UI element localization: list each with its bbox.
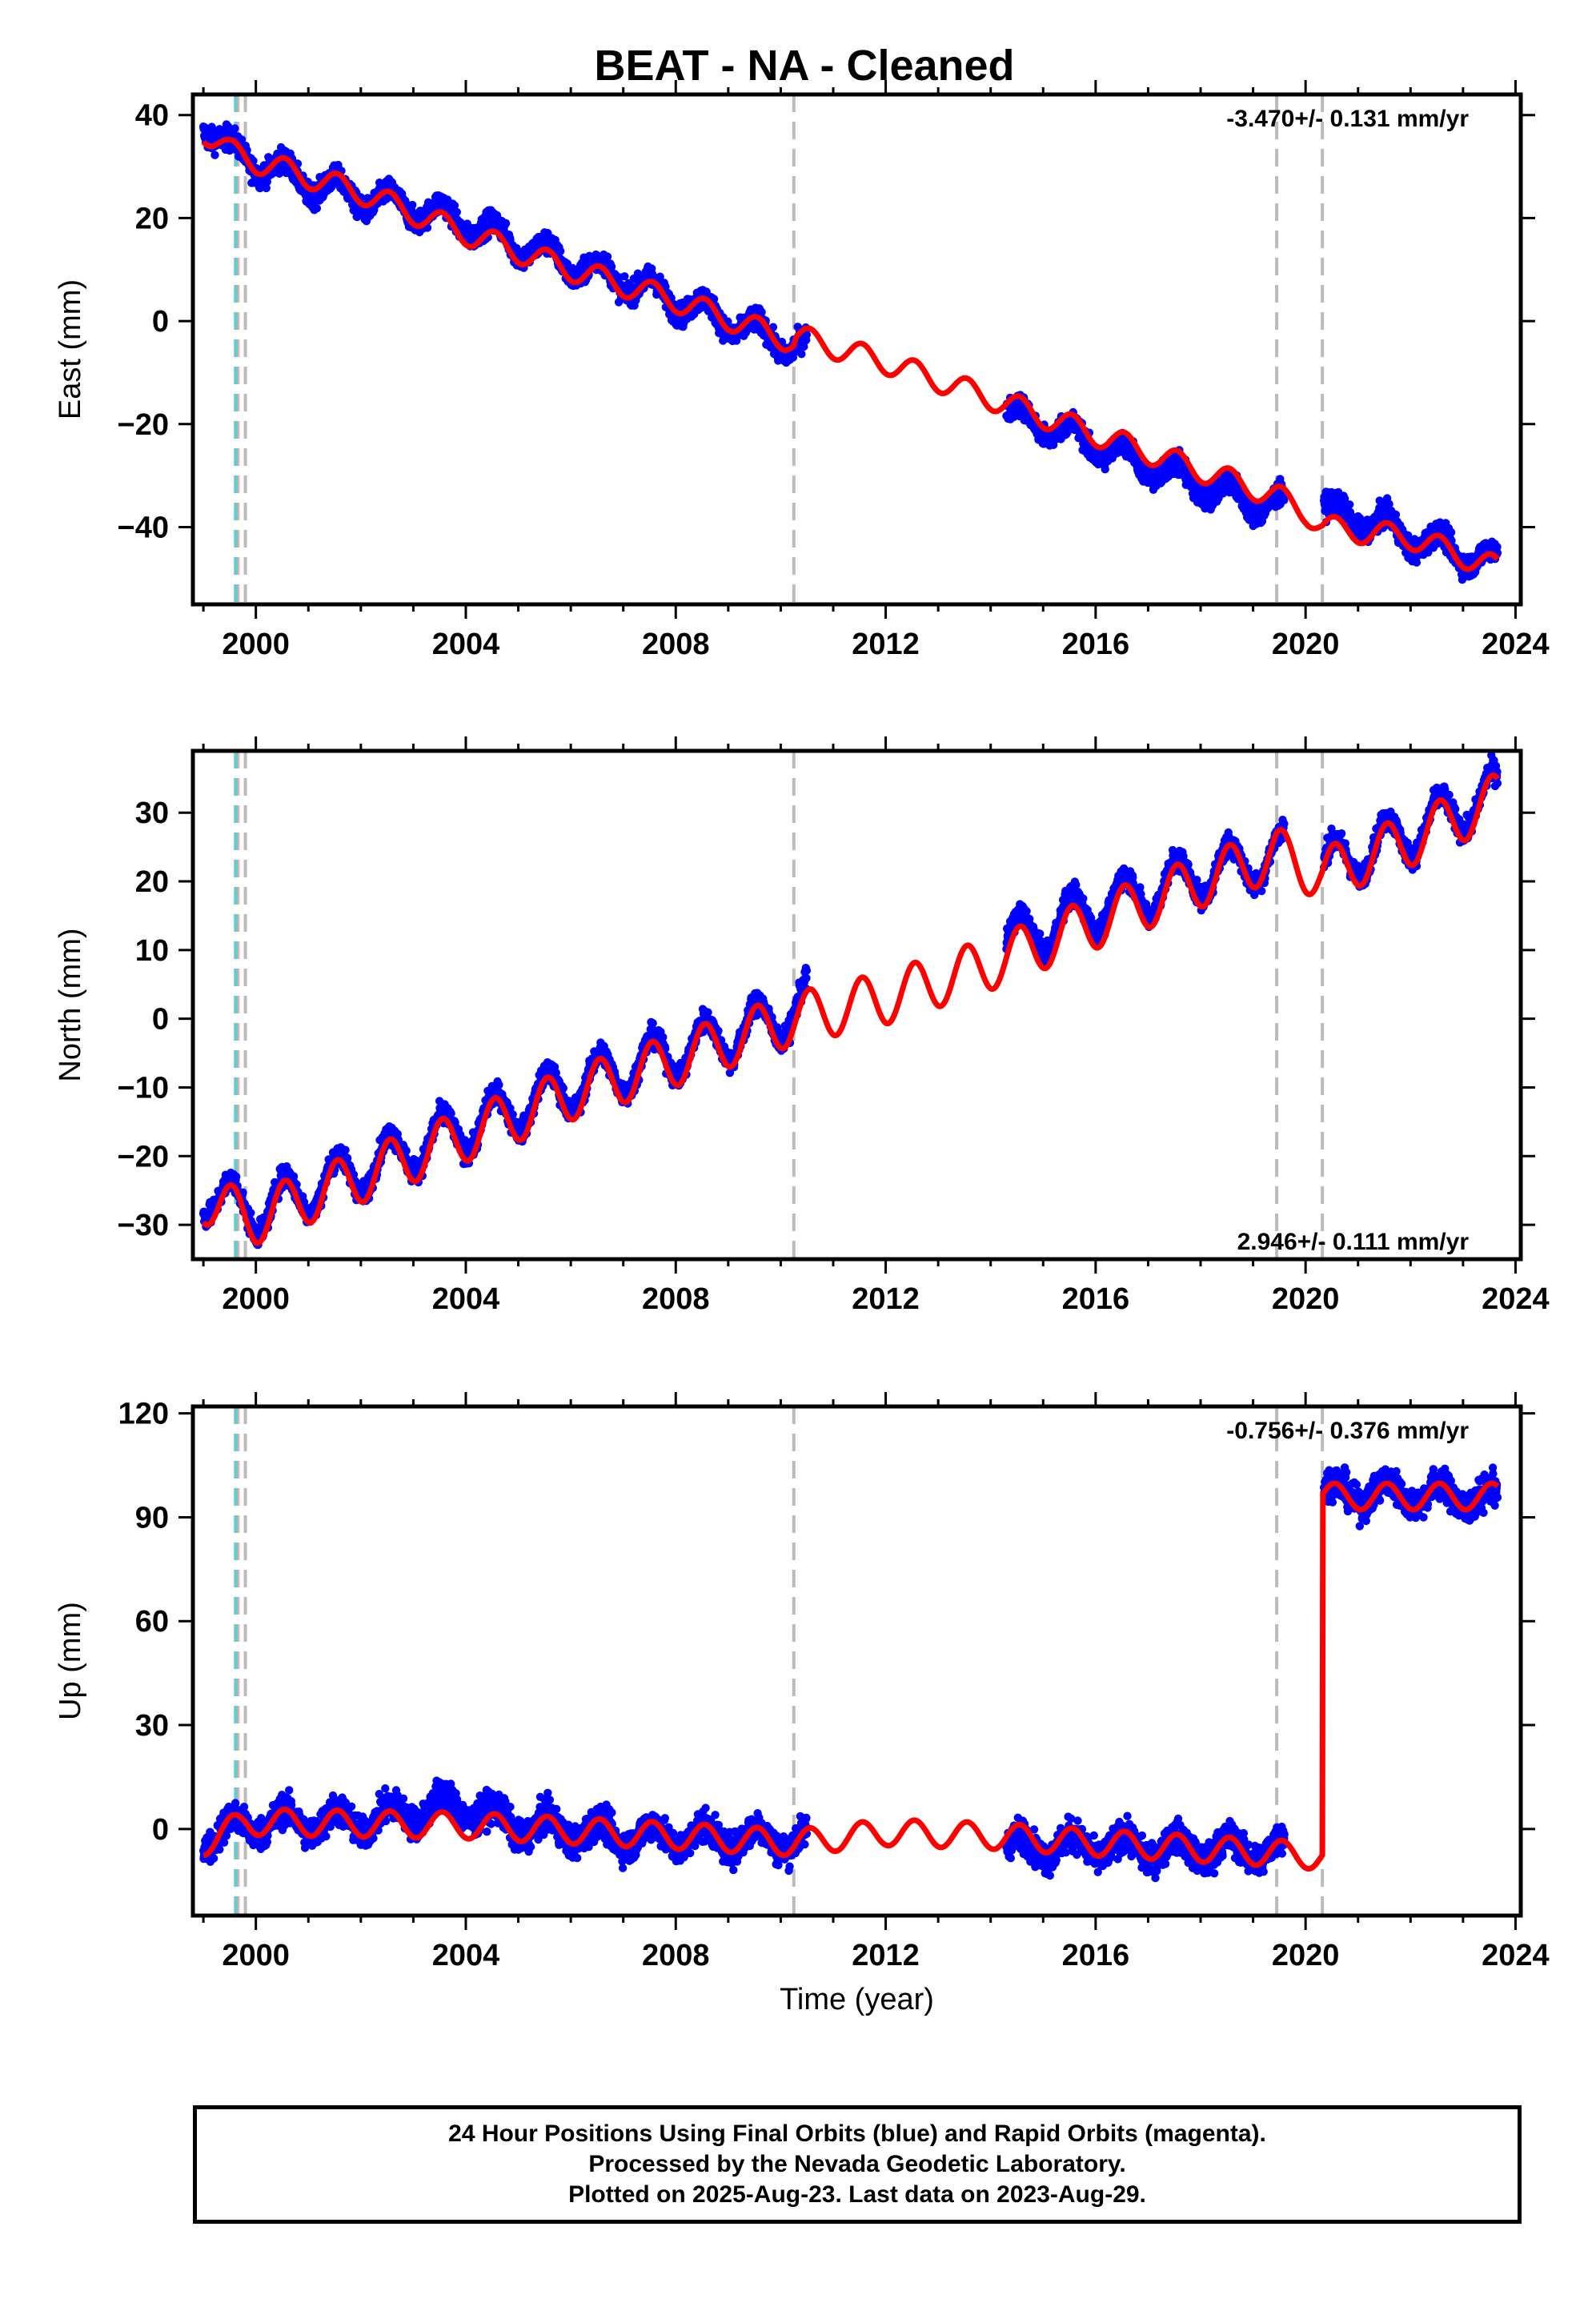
east-rate-label: -3.470+/- 0.131 mm/yr bbox=[1226, 106, 1469, 132]
data-point bbox=[408, 200, 417, 210]
data-point bbox=[402, 1146, 411, 1155]
panels-layer: 2000 2004 2008 2012 2016 2020 2024 40 20 0 −20 −40 E… bbox=[54, 80, 1550, 2016]
data-point bbox=[211, 150, 219, 159]
data-point bbox=[232, 1172, 241, 1182]
data-point bbox=[1101, 465, 1109, 474]
east-model-line bbox=[201, 136, 1500, 572]
y-tick-label: −20 bbox=[118, 408, 169, 442]
data-point bbox=[450, 201, 459, 210]
y-tick-label: 40 bbox=[135, 99, 169, 133]
data-point bbox=[262, 183, 271, 193]
data-point bbox=[603, 252, 612, 261]
data-point bbox=[1391, 510, 1401, 520]
x-tick-label: 2008 bbox=[642, 628, 710, 661]
data-point bbox=[231, 124, 239, 133]
data-point bbox=[556, 247, 565, 255]
data-point bbox=[1280, 495, 1289, 504]
data-point bbox=[341, 1145, 350, 1154]
y-tick-label: −40 bbox=[118, 511, 169, 544]
data-point bbox=[452, 207, 461, 217]
x-tick-label: 2000 bbox=[222, 628, 290, 661]
x-tick-label: 2020 bbox=[1272, 628, 1340, 661]
x-tick-label: 2012 bbox=[852, 628, 920, 661]
data-point bbox=[1345, 500, 1354, 509]
data-point bbox=[607, 262, 616, 271]
data-point bbox=[447, 1109, 455, 1118]
east-axis-title: East (mm) bbox=[54, 279, 87, 419]
panel-east: 2000 2004 2008 2012 2016 2020 2024 40 20 0 −20 −40 E… bbox=[54, 80, 1550, 661]
data-point bbox=[247, 1209, 255, 1218]
data-point bbox=[463, 219, 471, 228]
data-point bbox=[1412, 558, 1422, 567]
panel-north: 2000 2004 2008 2012 2016 2020 20243020100−10−2… bbox=[54, 736, 1550, 1316]
y-tick-label: 0 bbox=[152, 305, 169, 339]
data-point bbox=[797, 350, 806, 359]
data-point bbox=[1446, 528, 1456, 537]
data-point bbox=[495, 1081, 503, 1089]
data-point bbox=[312, 204, 322, 213]
x-tick-label: 2016 bbox=[1062, 628, 1130, 661]
y-tick-label: 20 bbox=[135, 202, 169, 235]
x-tick-label: 2004 bbox=[432, 628, 500, 661]
data-point bbox=[501, 219, 511, 228]
chart-title: BEAT - NA - Cleaned bbox=[594, 42, 1014, 90]
x-tick-label: 2024 bbox=[1482, 628, 1550, 661]
